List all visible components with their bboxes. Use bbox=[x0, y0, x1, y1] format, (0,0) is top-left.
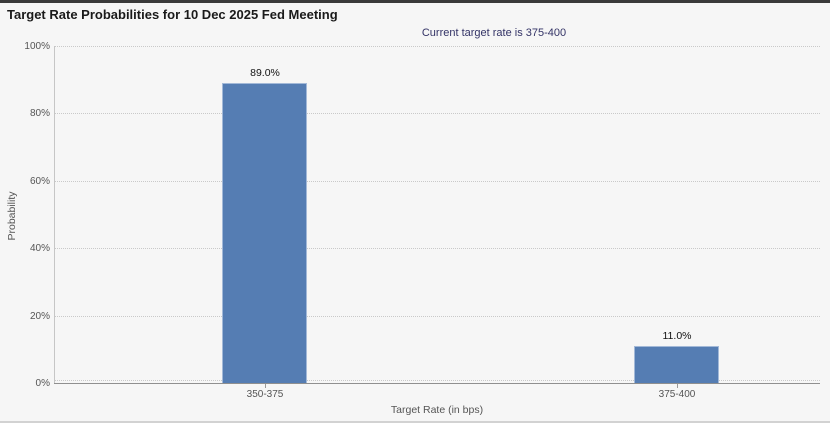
y-gridline bbox=[54, 248, 820, 249]
bar-value-label: 89.0% bbox=[250, 67, 280, 79]
probability-bar[interactable] bbox=[634, 346, 719, 383]
x-axis-minor-ticks bbox=[54, 380, 820, 381]
y-gridline bbox=[54, 181, 820, 182]
y-tick-label: 40% bbox=[29, 243, 50, 254]
x-axis-title: Target Rate (in bps) bbox=[390, 404, 484, 416]
y-gridline bbox=[54, 46, 820, 47]
bar-value-label: 11.0% bbox=[662, 330, 692, 342]
y-tick-label: 100% bbox=[24, 41, 50, 52]
probability-bar[interactable] bbox=[222, 83, 307, 383]
y-gridline bbox=[54, 316, 820, 317]
chart-subtitle: Current target rate is 375-400 bbox=[421, 27, 567, 39]
y-tick-label: 60% bbox=[29, 176, 50, 187]
y-gridline bbox=[54, 113, 820, 114]
y-tick-label: 80% bbox=[29, 108, 50, 119]
x-axis-line bbox=[54, 383, 820, 384]
x-tick-label: 375-400 bbox=[658, 389, 696, 400]
x-tick-label: 350-375 bbox=[246, 389, 284, 400]
x-category-tick bbox=[265, 384, 266, 388]
y-axis-line bbox=[54, 46, 55, 383]
x-category-tick bbox=[677, 384, 678, 388]
y-tick-label: 20% bbox=[29, 311, 50, 322]
chart-title: Target Rate Probabilities for 10 Dec 202… bbox=[7, 7, 338, 22]
y-tick-label: 0% bbox=[35, 378, 50, 389]
